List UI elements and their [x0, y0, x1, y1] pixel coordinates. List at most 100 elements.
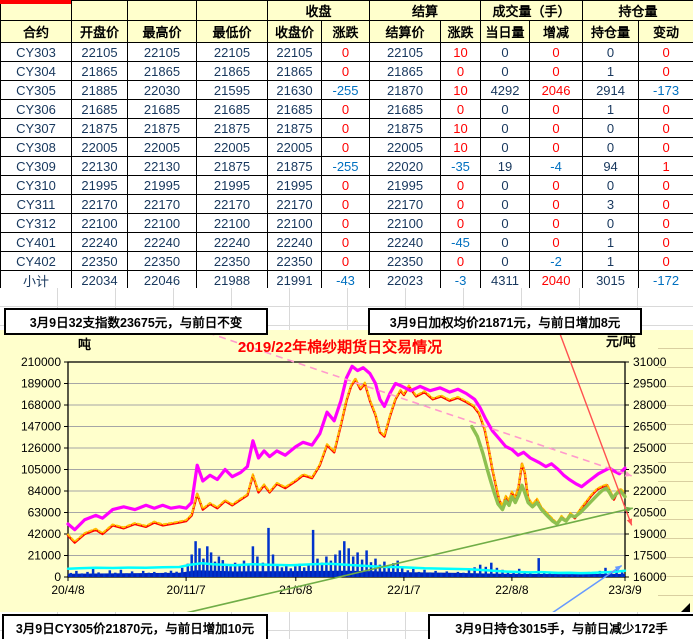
table-cell[interactable]: 22005 — [369, 137, 442, 157]
table-cell[interactable]: 22005 — [196, 137, 268, 157]
table-cell[interactable]: 0 — [320, 194, 371, 214]
table-cell[interactable]: 4311 — [480, 270, 531, 291]
table-cell[interactable]: 2914 — [582, 80, 640, 100]
table-cell[interactable]: 0 — [529, 194, 584, 214]
table-cell[interactable]: CY305 — [0, 80, 72, 100]
table-cell[interactable]: CY310 — [0, 175, 72, 195]
caption-index-box[interactable]: 3月9日32支指数23675元，与前日不变 — [4, 308, 268, 335]
table-cell[interactable]: 22170 — [369, 194, 442, 214]
table-cell[interactable]: 0 — [529, 99, 584, 119]
table-cell[interactable]: 0 — [529, 118, 584, 138]
table-cell[interactable]: 0 — [582, 137, 640, 157]
table-cell[interactable]: 21995 — [267, 175, 322, 195]
table-cell[interactable]: 0 — [480, 175, 531, 195]
table-cell[interactable]: 21875 — [369, 118, 442, 138]
table-cell[interactable]: -255 — [320, 80, 371, 100]
table-cell[interactable]: 22350 — [196, 251, 268, 271]
table-cell[interactable]: 1 — [582, 61, 640, 81]
table-cell[interactable]: 0 — [480, 194, 531, 214]
table-cell[interactable]: 21870 — [369, 80, 442, 100]
table-cell[interactable]: 0 — [638, 137, 693, 157]
table-cell[interactable]: 21630 — [267, 80, 322, 100]
table-cell[interactable]: 22130 — [127, 156, 197, 176]
table-cell[interactable]: 10 — [440, 42, 482, 62]
table-cell[interactable]: 0 — [480, 137, 531, 157]
table-cell[interactable]: 21995 — [71, 175, 128, 195]
table-cell[interactable]: 22130 — [71, 156, 128, 176]
table-cell[interactable]: 0 — [440, 194, 482, 214]
table-cell[interactable]: 22020 — [369, 156, 442, 176]
table-cell[interactable]: 0 — [638, 61, 693, 81]
futures-chart-region[interactable]: 2019/22年棉纱期货日交易情况 吨 元/吨 0 21000 42000 63000… — [0, 330, 693, 612]
table-cell[interactable]: 21875 — [127, 118, 197, 138]
table-cell[interactable]: 22350 — [369, 251, 442, 271]
table-cell[interactable]: 0 — [638, 194, 693, 214]
table-cell[interactable]: CY401 — [0, 232, 72, 252]
table-cell[interactable]: -173 — [638, 80, 693, 100]
table-cell[interactable]: 0 — [582, 213, 640, 233]
table-cell[interactable]: 22100 — [71, 213, 128, 233]
table-cell[interactable]: 0 — [480, 232, 531, 252]
table-cell[interactable]: 0 — [320, 213, 371, 233]
table-cell[interactable]: -35 — [440, 156, 482, 176]
table-cell[interactable]: 0 — [638, 42, 693, 62]
table-cell[interactable]: 1 — [638, 156, 693, 176]
table-cell[interactable]: 0 — [320, 251, 371, 271]
table-cell[interactable]: 22100 — [369, 213, 442, 233]
caption-cy305-box[interactable]: 3月9日CY305价21870元，与前日增加10元 — [2, 614, 268, 639]
table-cell[interactable]: 22005 — [71, 137, 128, 157]
table-cell[interactable]: 0 — [440, 61, 482, 81]
table-cell[interactable]: 21995 — [127, 175, 197, 195]
table-cell[interactable]: 2046 — [529, 80, 584, 100]
table-cell[interactable]: 22105 — [267, 42, 322, 62]
table-cell[interactable]: 0 — [320, 118, 371, 138]
table-cell[interactable]: 0 — [638, 118, 693, 138]
table-cell[interactable]: 21875 — [71, 118, 128, 138]
table-cell[interactable]: 0 — [320, 137, 371, 157]
table-cell[interactable]: 22240 — [369, 232, 442, 252]
table-cell[interactable]: 0 — [320, 175, 371, 195]
table-cell[interactable]: -4 — [529, 156, 584, 176]
futures-chart-plot[interactable]: 0 21000 42000 63000 84000 105000 126000 147000 1… — [0, 330, 693, 612]
table-cell[interactable]: 22105 — [127, 42, 197, 62]
table-cell[interactable]: 0 — [638, 99, 693, 119]
table-cell[interactable]: 0 — [320, 61, 371, 81]
table-cell[interactable]: 22350 — [127, 251, 197, 271]
table-cell[interactable]: 22170 — [127, 194, 197, 214]
table-cell[interactable]: 1 — [582, 99, 640, 119]
table-cell[interactable]: 0 — [529, 137, 584, 157]
table-cell[interactable]: 22100 — [196, 213, 268, 233]
table-cell[interactable]: 21685 — [369, 99, 442, 119]
table-cell[interactable]: 22046 — [127, 270, 197, 291]
table-cell[interactable]: 2040 — [529, 270, 584, 291]
caption-weighted-avg-box[interactable]: 3月9日加权均价21871元，与前日增加8元 — [368, 308, 642, 335]
table-cell[interactable]: 22100 — [267, 213, 322, 233]
table-cell[interactable]: 22240 — [71, 232, 128, 252]
table-cell[interactable]: 0 — [529, 42, 584, 62]
table-cell[interactable]: 3 — [582, 194, 640, 214]
table-cell[interactable]: 0 — [440, 213, 482, 233]
table-cell[interactable]: 0 — [440, 99, 482, 119]
table-cell[interactable]: 小计 — [0, 270, 72, 291]
table-cell[interactable]: 22240 — [196, 232, 268, 252]
table-cell[interactable]: 0 — [638, 251, 693, 271]
table-cell[interactable]: CY307 — [0, 118, 72, 138]
table-cell[interactable]: 0 — [638, 175, 693, 195]
table-cell[interactable]: 0 — [638, 232, 693, 252]
table-cell[interactable]: 0 — [638, 213, 693, 233]
table-cell[interactable]: 0 — [529, 213, 584, 233]
table-cell[interactable]: CY402 — [0, 251, 72, 271]
table-cell[interactable]: 22350 — [71, 251, 128, 271]
table-cell[interactable]: CY306 — [0, 99, 72, 119]
caption-position-box[interactable]: 3月9日持仓3015手，与前日减少172手 — [428, 614, 693, 639]
table-cell[interactable]: 0 — [480, 42, 531, 62]
table-cell[interactable]: 10 — [440, 80, 482, 100]
table-cell[interactable]: 22170 — [196, 194, 268, 214]
table-cell[interactable]: CY304 — [0, 61, 72, 81]
table-cell[interactable]: 22030 — [127, 80, 197, 100]
table-cell[interactable]: 0 — [529, 61, 584, 81]
table-cell[interactable]: 21595 — [196, 80, 268, 100]
table-cell[interactable]: 21995 — [369, 175, 442, 195]
table-cell[interactable]: 0 — [480, 118, 531, 138]
table-cell[interactable]: 21685 — [196, 99, 268, 119]
